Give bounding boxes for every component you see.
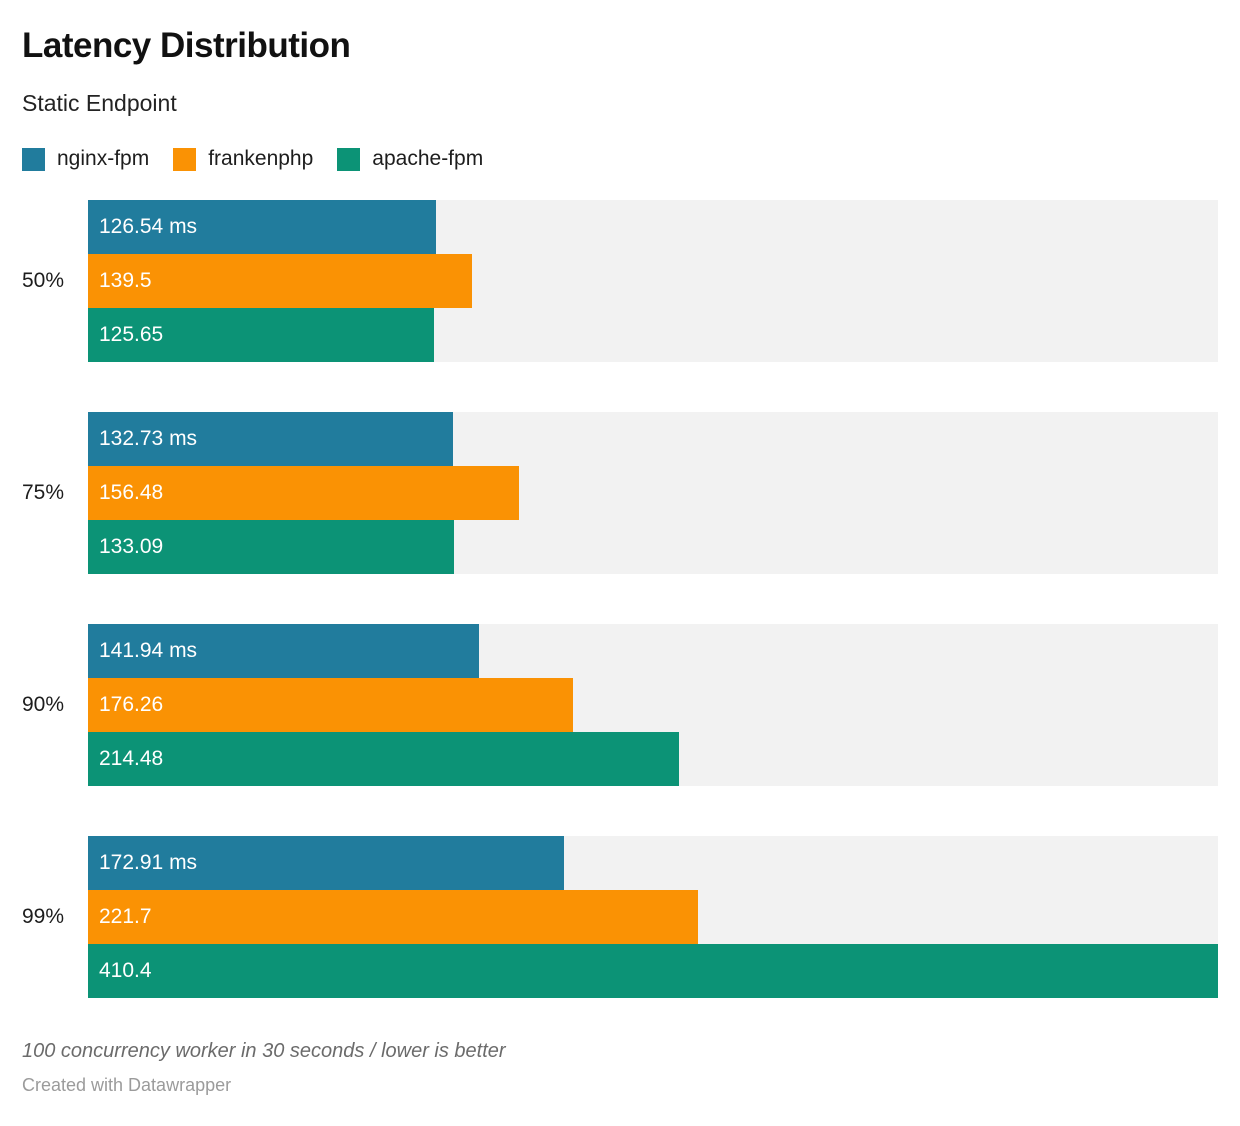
legend-swatch-icon (22, 147, 45, 171)
legend-label: frankenphp (208, 147, 314, 170)
bar-value-label: 176.26 (99, 693, 164, 716)
page-subtitle: Static Endpoint (22, 90, 177, 116)
bar-nginx-fpm: 141.94 ms (88, 624, 479, 678)
bar-group-75%: 75% 132.73 ms 156.48 133.09 (22, 412, 1218, 574)
legend-item-frankenphp: frankenphp (173, 147, 313, 171)
legend: nginx-fpm frankenphp apache-fpm (22, 147, 1218, 171)
bar-value-label: 172.91 ms (99, 851, 198, 874)
bar-value-label: 125.65 (99, 323, 164, 346)
legend-swatch-icon (337, 147, 361, 171)
category-label: 90% (22, 693, 65, 716)
category-label: 50% (22, 269, 65, 292)
bar-value-label: 132.73 ms (99, 427, 198, 450)
bar-apache-fpm: 133.09 (88, 520, 455, 574)
bar-value-label: 410.4 (99, 959, 152, 982)
legend-label: nginx-fpm (57, 147, 150, 170)
bar-value-label: 141.94 ms (99, 639, 198, 662)
bar-apache-fpm: 214.48 (88, 732, 679, 786)
bar-group-50%: 50% 126.54 ms 139.5 125.65 (22, 200, 1218, 362)
bar-apache-fpm: 410.4 (88, 944, 1218, 998)
category-label: 99% (22, 905, 65, 928)
bar-frankenphp: 221.7 (88, 890, 699, 944)
bar-nginx-fpm: 132.73 ms (88, 412, 454, 466)
legend-label: apache-fpm (372, 147, 484, 170)
legend-item-apache-fpm: apache-fpm (337, 147, 483, 171)
bar-value-label: 214.48 (99, 747, 164, 770)
page-title: Latency Distribution (22, 26, 351, 65)
bar-frankenphp: 156.48 (88, 466, 519, 520)
legend-swatch-icon (173, 147, 197, 171)
bar-group-90%: 90% 141.94 ms 176.26 214.48 (22, 624, 1218, 786)
bar-apache-fpm: 125.65 (88, 308, 434, 362)
bar-value-label: 126.54 ms (99, 215, 198, 238)
bar-frankenphp: 176.26 (88, 678, 574, 732)
bar-nginx-fpm: 172.91 ms (88, 836, 565, 890)
bar-nginx-fpm: 126.54 ms (88, 200, 437, 254)
legend-item-nginx-fpm: nginx-fpm (22, 147, 149, 171)
bar-chart: 50% 126.54 ms 139.5 125.65 75% 132.73 ms 156.4… (22, 200, 1218, 998)
bar-frankenphp: 139.5 (88, 254, 473, 308)
bar-group-99%: 99% 172.91 ms 221.7 410.4 (22, 836, 1218, 998)
bar-value-label: 156.48 (99, 481, 164, 504)
datawrapper-credit: Created with Datawrapper (22, 1075, 232, 1095)
category-label: 75% (22, 481, 65, 504)
bar-value-label: 139.5 (99, 269, 152, 292)
bar-value-label: 221.7 (99, 905, 152, 928)
footnote: 100 concurrency worker in 30 seconds / l… (22, 1040, 506, 1062)
bar-value-label: 133.09 (99, 535, 164, 558)
